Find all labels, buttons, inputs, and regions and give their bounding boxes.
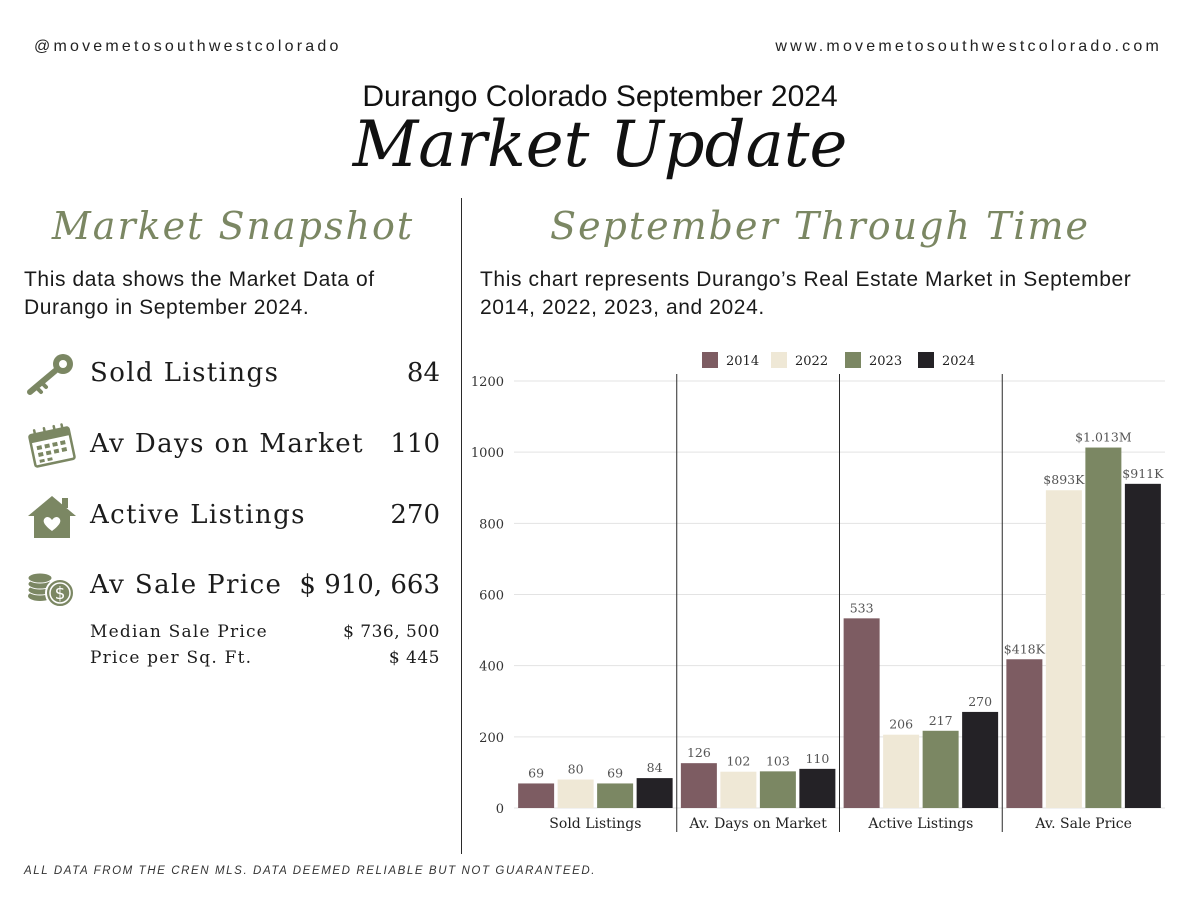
stat-value: 270 [390,500,440,530]
bar-2024-3 [1124,483,1161,808]
footnote: ALL DATA FROM THE CREN MLS. DATA DEEMED … [24,865,597,877]
y-tick-label: 0 [496,802,504,817]
data-label: 217 [929,713,953,728]
bar-2014-1 [680,763,717,808]
median-sale-price-row: Median Sale Price $ 736, 500 [90,622,440,642]
bar-2024-0 [636,778,673,808]
stat-label: Sold Listings [90,358,280,388]
bar-2024-2 [962,711,999,808]
data-label: 206 [889,717,913,732]
house-heart-icon [24,492,80,540]
instagram-handle: @movemetosouthwestcolorado [34,38,342,55]
data-label: 103 [766,753,790,768]
stat-sold-listings: Sold Listings 84 [24,346,440,402]
stat-value: 110 [390,429,440,459]
bar-2014-0 [518,783,555,808]
page-subtitle: Durango Colorado September 2024 [362,80,838,113]
svg-text:$: $ [55,584,66,604]
through-time-description: This chart represents Durango’s Real Est… [480,268,1132,319]
data-label: 270 [968,694,992,709]
y-tick-label: 800 [479,517,504,532]
y-tick-label: 400 [479,660,504,675]
data-label: 102 [726,754,750,769]
stat-label: Active Listings [90,500,306,530]
legend-swatch-2023 [845,352,861,368]
legend-label: 2022 [795,354,828,369]
bar-2024-1 [799,768,836,808]
legend-swatch-2024 [918,352,934,368]
stat-value: $ 910, 663 [299,570,440,600]
x-tick-label: Sold Listings [549,816,641,832]
snapshot-description: This data shows the Market Data of Duran… [24,268,375,319]
data-label: 110 [805,751,829,766]
website-url[interactable]: www.movemetosouthwestcolorado.com [775,38,1162,55]
data-label: $1.013M [1075,430,1132,445]
data-label: $911K [1122,466,1164,481]
bar-2014-2 [843,618,880,808]
y-tick-label: 1200 [471,375,504,390]
bar-2014-3 [1006,659,1043,808]
sub-stat-label: Price per Sq. Ft. [90,648,253,668]
stat-active-listings: Active Listings 270 [24,488,440,544]
stat-label: Av Sale Price [90,570,283,600]
sub-stat-value: $ 445 [388,648,440,668]
data-label: $418K [1004,641,1046,656]
data-label: 126 [687,745,711,760]
legend-label: 2024 [942,354,975,369]
stat-av-sale-price: $ Av Sale Price $ 910, 663 [24,558,440,614]
bar-2023-3 [1085,447,1122,808]
legend-label: 2023 [869,354,902,369]
data-label: 69 [607,765,623,780]
x-tick-label: Av. Sale Price [1034,816,1132,832]
stat-av-days-on-market: Av Days on Market 110 [24,417,440,473]
data-label: 84 [647,760,663,775]
bar-chart: 0 200 400 600 800 1000 1200 69 80 69 84 Sold Listin… [471,352,1165,832]
column-divider [461,198,462,854]
sub-stat-label: Median Sale Price [90,622,268,642]
x-tick-label: Av. Days on Market [688,816,827,832]
y-tick-label: 200 [479,731,504,746]
legend-swatch-2022 [771,352,787,368]
bar-2022-0 [557,779,594,808]
sub-stat-value: $ 736, 500 [343,622,440,642]
x-tick-label: Active Listings [867,816,973,832]
through-time-heading: September Through Time [550,204,1090,248]
calendar-icon [24,421,80,469]
bar-2022-2 [883,734,920,808]
data-label: 533 [850,600,874,615]
data-label: 80 [568,762,584,777]
stat-value: 84 [406,358,440,388]
stat-label: Av Days on Market [90,429,364,459]
coins-dollar-icon: $ [24,562,80,610]
key-icon [24,350,80,398]
bar-2023-1 [759,771,796,808]
page-title: Market Update [352,108,848,182]
bar-2022-1 [720,771,757,808]
data-label: 69 [528,765,544,780]
data-label: $893K [1043,472,1085,487]
legend-swatch-2014 [702,352,718,368]
y-tick-label: 1000 [471,446,504,461]
bar-2023-0 [597,783,634,808]
bar-2023-2 [922,730,959,808]
y-tick-label: 600 [479,589,504,604]
legend-label: 2014 [726,354,759,369]
market-snapshot-heading: Market Snapshot [51,204,415,248]
bar-2022-3 [1045,490,1082,808]
price-per-sqft-row: Price per Sq. Ft. $ 445 [90,648,440,668]
